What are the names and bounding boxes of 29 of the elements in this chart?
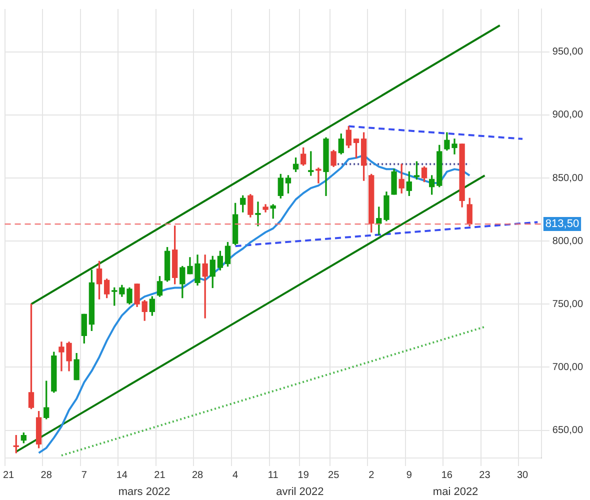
y-tick-label: 750,00 bbox=[552, 298, 584, 310]
x-tick-label: 28 bbox=[40, 470, 52, 481]
x-tick-label: 30 bbox=[516, 470, 529, 481]
ref-line-label: 813,50 bbox=[545, 218, 580, 230]
x-tick-label: 21 bbox=[154, 470, 166, 481]
x-tick-label: 28 bbox=[192, 470, 204, 481]
x-tick-label: 2 bbox=[368, 470, 375, 481]
y-tick-label: 850,00 bbox=[552, 172, 584, 184]
y-tick-label: 800,00 bbox=[552, 236, 584, 247]
text: mai 2022 bbox=[432, 486, 478, 498]
text: avril 2022 bbox=[276, 486, 324, 498]
x-tick-label: 21 bbox=[3, 470, 15, 481]
text: mars 2022 bbox=[118, 486, 170, 498]
x-tick-label: 14 bbox=[116, 470, 128, 481]
candlestick bbox=[202, 254, 208, 318]
y-tick-label: 950,00 bbox=[552, 46, 584, 58]
x-tick-label: 4 bbox=[232, 470, 239, 481]
x-tick-label: 9 bbox=[406, 470, 412, 481]
x-tick-label: 19 bbox=[298, 470, 310, 481]
x-tick-label: 7 bbox=[81, 470, 88, 481]
y-tick-label: 700,00 bbox=[552, 362, 584, 373]
x-tick-label: 25 bbox=[328, 470, 340, 481]
candlestick bbox=[255, 202, 261, 226]
x-tick-label: 23 bbox=[479, 470, 491, 481]
x-tick-label: 11 bbox=[268, 470, 279, 481]
candlestick bbox=[316, 168, 322, 184]
y-tick-label: 650,00 bbox=[552, 425, 584, 436]
x-tick-label: 16 bbox=[441, 470, 453, 481]
y-tick-label: 900,00 bbox=[552, 110, 584, 121]
